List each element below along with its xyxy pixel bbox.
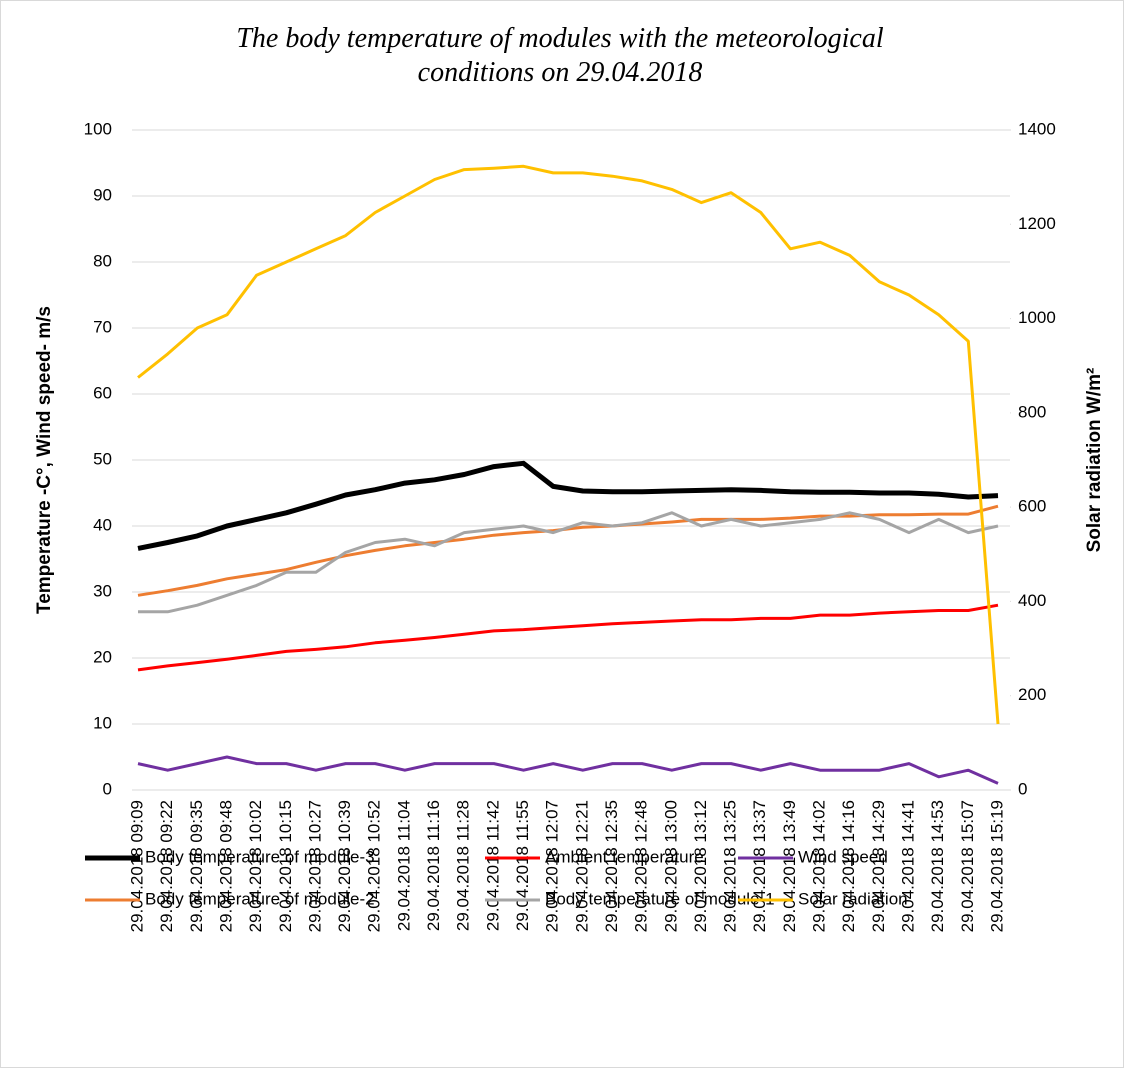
chart-title: The body temperature of modules with the… (236, 23, 884, 88)
legend-label: Wind speed (798, 847, 888, 866)
x-tick-label: 29.04.2018 14:02 (810, 800, 829, 932)
y2-tick-label: 1200 (1018, 214, 1056, 233)
x-tick-label: 29.04.2018 10:27 (305, 800, 324, 932)
series-line (137, 603, 999, 672)
x-tick-label: 29.04.2018 11:55 (513, 800, 532, 931)
x-tick-label: 29.04.2018 10:39 (335, 800, 354, 932)
x-tick-label: 29.04.2018 14:41 (899, 800, 918, 932)
legend-label: Ambient temperature (545, 847, 704, 866)
x-tick-label: 29.04.2018 13:37 (750, 800, 769, 932)
x-tick-label: 29.04.2018 12:21 (572, 800, 591, 932)
x-tick-label: 29.04.2018 12:48 (632, 800, 651, 932)
x-tick-label: 29.04.2018 14:29 (869, 800, 888, 932)
y2-tick-label: 200 (1018, 685, 1046, 704)
x-tick-label: 29.04.2018 11:28 (454, 800, 473, 931)
x-tick-label: 29.04.2018 11:42 (483, 800, 502, 931)
x-tick-label: 29.04.2018 09:35 (187, 800, 206, 932)
y-tick-label: 60 (93, 383, 112, 402)
y-tick-label: 40 (93, 515, 112, 534)
y-tick-label: 50 (93, 449, 112, 468)
x-tick-label: 29.04.2018 12:07 (543, 800, 562, 932)
x-tick-label: 29.04.2018 15:07 (958, 800, 977, 932)
x-tick-label: 29.04.2018 09:09 (127, 800, 146, 932)
y-tick-label: 80 (93, 251, 112, 270)
y2-tick-label: 600 (1018, 497, 1046, 516)
y-tick-label: 0 (103, 779, 112, 798)
series-line (137, 164, 1000, 725)
y-tick-label: 30 (93, 581, 112, 600)
y2-axis-title: Solar radiation W/m² (1084, 368, 1105, 553)
x-tick-label: 29.04.2018 10:52 (365, 800, 384, 932)
y-tick-label: 20 (93, 647, 112, 666)
x-tick-label: 29.04.2018 11:16 (424, 800, 443, 931)
x-tick-label: 29.04.2018 09:48 (216, 800, 235, 932)
x-tick-label: 29.04.2018 09:22 (157, 800, 176, 932)
y-tick-label: 70 (93, 317, 112, 336)
y2-tick-label: 1000 (1018, 308, 1056, 327)
series-line (137, 755, 999, 785)
x-tick-label: 29.04.2018 13:12 (691, 800, 710, 932)
legend-label: Body temperature of module-2 (145, 889, 375, 908)
y-tick-label: 10 (93, 713, 112, 732)
x-tick-label: 29.04.2018 10:02 (246, 800, 265, 932)
x-tick-label: 29.04.2018 15:19 (987, 800, 1006, 932)
y2-tick-label: 0 (1018, 779, 1027, 798)
y-axis-title: Temperature -C°, Wind speed- m/s (34, 306, 55, 614)
x-tick-label: 29.04.2018 13:25 (721, 800, 740, 932)
series-line (137, 460, 999, 551)
legend-label: Solar radiation (798, 889, 908, 908)
y2-tick-label: 1400 (1018, 119, 1056, 138)
x-tick-label: 29.04.2018 14:16 (839, 800, 858, 932)
series-line (138, 511, 999, 614)
y-tick-label: 90 (93, 185, 112, 204)
legend-label: Body temperature of module-3 (145, 847, 375, 866)
x-tick-label: 29.04.2018 14:53 (928, 800, 947, 932)
y2-tick-label: 400 (1018, 591, 1046, 610)
y-tick-label: 100 (84, 119, 112, 138)
legend-label: Body temperature of module-1 (545, 889, 775, 908)
x-tick-label: 29.04.2018 11:04 (394, 800, 413, 931)
y2-tick-label: 800 (1018, 402, 1046, 421)
x-tick-label: 29.04.2018 12:35 (602, 800, 621, 932)
x-tick-label: 29.04.2018 10:15 (276, 800, 295, 932)
x-tick-label: 29.04.2018 13:00 (661, 800, 680, 932)
x-tick-label: 29.04.2018 13:49 (780, 800, 799, 932)
